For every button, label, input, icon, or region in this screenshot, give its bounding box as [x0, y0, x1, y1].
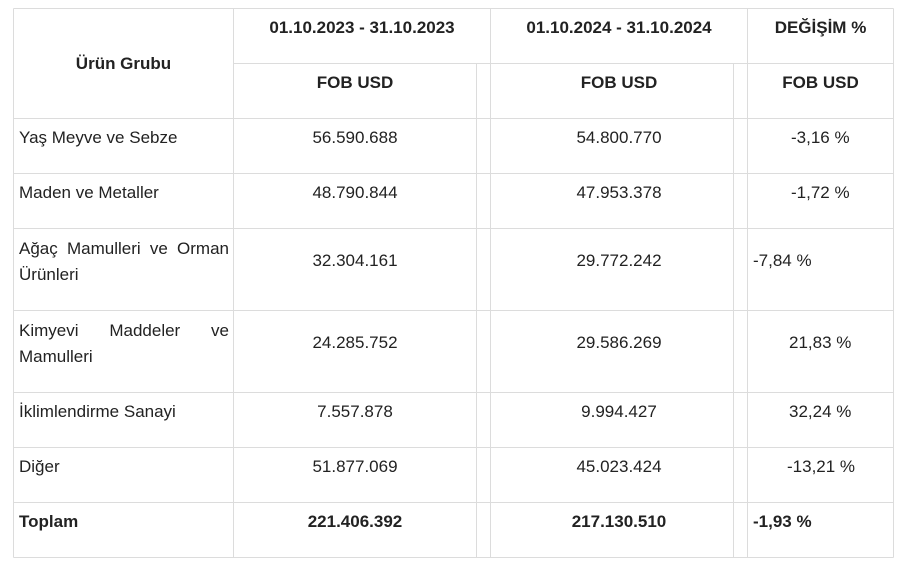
- row-product-name: Diğer: [19, 457, 60, 476]
- row-value-2024: 54.800.770: [576, 128, 662, 147]
- total-change: -1,93 %: [753, 512, 812, 531]
- row-product-name-line1: Ağaç Mamulleri ve Orman: [19, 239, 229, 258]
- row-product-name-line2: Mamulleri: [19, 347, 93, 366]
- subheader-fob-change: FOB USD: [782, 73, 859, 92]
- row-value-2023: 32.304.161: [312, 251, 398, 270]
- row-value-2024: 47.953.378: [576, 183, 662, 202]
- row-value-2024: 29.772.242: [576, 251, 662, 270]
- header-change: DEĞİŞİM %: [774, 18, 867, 37]
- row-product-name: Maden ve Metaller: [19, 183, 159, 202]
- row-value-2023: 56.590.688: [312, 128, 398, 147]
- subheader-fob-2023: FOB USD: [316, 73, 394, 92]
- row-change: -3,16 %: [791, 128, 850, 147]
- row-change: -1,72 %: [791, 183, 850, 202]
- row-change: 21,83 %: [789, 333, 852, 352]
- subheader-fob-2024: FOB USD: [580, 73, 658, 92]
- row-value-2023: 48.790.844: [312, 183, 398, 202]
- row-value-2023: 24.285.752: [312, 333, 398, 352]
- row-value-2023: 51.877.069: [312, 457, 398, 476]
- row-change: 32,24 %: [789, 402, 852, 421]
- header-period-2023: 01.10.2023 - 31.10.2023: [269, 18, 455, 37]
- row-product-name: Kimyevi Maddeler ve Mamulleri: [19, 311, 229, 392]
- header-product-group: Ürün Grubu: [75, 53, 172, 73]
- row-product-name-line2: Ürünleri: [19, 265, 79, 284]
- row-value-2024: 45.023.424: [576, 457, 662, 476]
- row-product-name: Yaş Meyve ve Sebze: [19, 128, 178, 147]
- row-value-2023: 7.557.878: [317, 402, 393, 421]
- row-value-2024: 29.586.269: [576, 333, 662, 352]
- total-value-2023: 221.406.392: [307, 512, 403, 531]
- row-product-name: Ağaç Mamulleri ve Orman Ürünleri: [19, 229, 229, 310]
- total-label: Toplam: [19, 512, 79, 531]
- row-change: -7,84 %: [753, 251, 812, 270]
- row-product-name-line1: Kimyevi Maddeler ve: [19, 321, 229, 340]
- total-value-2024: 217.130.510: [571, 512, 667, 531]
- row-change: -13,21 %: [787, 457, 856, 476]
- row-value-2024: 9.994.427: [581, 402, 657, 421]
- header-period-2024: 01.10.2024 - 31.10.2024: [526, 18, 712, 37]
- row-product-name: İklimlendirme Sanayi: [19, 402, 176, 421]
